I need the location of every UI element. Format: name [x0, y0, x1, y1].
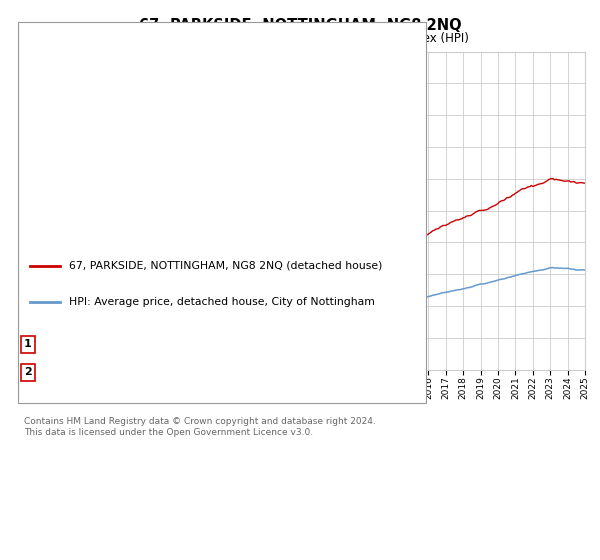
Text: 67, PARKSIDE, NOTTINGHAM, NG8 2NQ (detached house): 67, PARKSIDE, NOTTINGHAM, NG8 2NQ (detac…: [69, 261, 382, 271]
Text: 2: 2: [24, 367, 32, 377]
Text: 100% ↑ HPI: 100% ↑ HPI: [348, 339, 415, 349]
Text: 06-MAR-2009: 06-MAR-2009: [57, 339, 132, 349]
Text: 2: 2: [400, 59, 407, 69]
Text: 164% ↑ HPI: 164% ↑ HPI: [348, 367, 415, 377]
Text: 1: 1: [305, 59, 313, 69]
Text: HPI: Average price, detached house, City of Nottingham: HPI: Average price, detached house, City…: [69, 297, 375, 307]
Text: 67, PARKSIDE, NOTTINGHAM, NG8 2NQ: 67, PARKSIDE, NOTTINGHAM, NG8 2NQ: [139, 18, 461, 33]
Bar: [310, 52, 404, 370]
Text: 1: 1: [24, 339, 32, 349]
Text: £248,000: £248,000: [210, 339, 263, 349]
Text: 08-AUG-2014: 08-AUG-2014: [57, 367, 131, 377]
Text: £380,000: £380,000: [210, 367, 263, 377]
Text: Contains HM Land Registry data © Crown copyright and database right 2024.
This d: Contains HM Land Registry data © Crown c…: [24, 417, 376, 437]
Text: Price paid vs. HM Land Registry's House Price Index (HPI): Price paid vs. HM Land Registry's House …: [131, 32, 469, 45]
